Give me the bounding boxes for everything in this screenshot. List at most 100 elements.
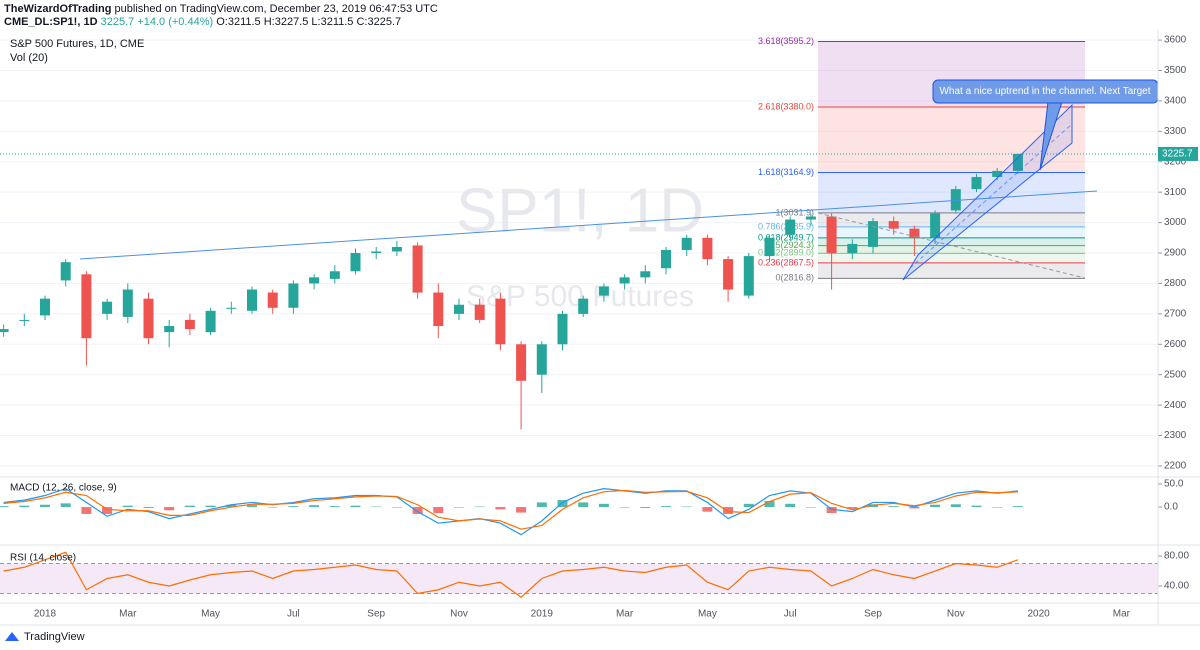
histogram-bar: [0, 506, 9, 508]
histogram-bar: [412, 507, 423, 514]
y-tick-label: 40.00: [1164, 581, 1189, 592]
header-line: TheWizardOfTrading published on TradingV…: [4, 3, 438, 15]
histogram-bar: [205, 505, 216, 508]
symbol: CME_DL:SP1!, 1D: [4, 16, 98, 28]
candle-body: [40, 298, 50, 316]
fib-label: 0.236(2867.5): [758, 257, 814, 267]
candle-body: [971, 176, 982, 190]
quote-line: CME_DL:SP1!, 1D 3225.7 +14.0 (+0.44%) O:…: [4, 16, 401, 28]
fib-label: 0.5(2924.3): [768, 240, 814, 250]
candle-body: [598, 286, 609, 296]
histogram-bar: [805, 507, 816, 508]
published: published on TradingView.com, December 2…: [115, 3, 438, 15]
candle-body: [122, 289, 133, 317]
candle-body: [60, 262, 71, 281]
histogram-bar: [81, 507, 92, 514]
marks: [0, 153, 1158, 598]
histogram-bar: [930, 504, 941, 508]
y-tick-label: 3000: [1164, 217, 1187, 228]
histogram-bar: [226, 504, 237, 508]
histogram-bar: [578, 502, 589, 508]
change: +14.0 (+0.44%): [137, 16, 213, 28]
y-tick-label: 80.00: [1164, 551, 1189, 562]
series-line: [3, 489, 1018, 530]
fib-label: 3.618(3595.2): [758, 36, 814, 46]
histogram-bar: [702, 507, 713, 512]
candle-body: [930, 213, 941, 238]
y-tick-label: 2400: [1164, 400, 1187, 411]
fib-band: [818, 262, 1085, 279]
histogram-bar: [454, 507, 464, 508]
series-line: [3, 487, 1018, 536]
histogram-bar: [557, 500, 568, 508]
fib-label: 1(3031.9): [775, 207, 814, 217]
candle-body: [164, 326, 175, 333]
trend-line: [79, 190, 1098, 260]
candle-body: [412, 245, 423, 293]
x-tick-label: Jul: [784, 609, 797, 620]
histogram-bar: [992, 507, 1003, 508]
candle-body: [433, 292, 444, 327]
histogram-bar: [909, 507, 920, 509]
fib-label: 2.618(3380.0): [758, 101, 814, 111]
candle-body: [723, 259, 734, 290]
channel-mid: [909, 123, 1073, 269]
x-tick-label: May: [201, 609, 220, 620]
fib-label: 0.382(2899.0): [758, 248, 814, 258]
y-tick-label: 3400: [1164, 96, 1187, 107]
histogram-bar: [681, 506, 692, 508]
histogram-bar: [350, 505, 361, 508]
candle-body: [516, 344, 527, 381]
candle-body: [143, 298, 154, 339]
fib-band: [818, 253, 1085, 263]
candle-body: [909, 228, 920, 238]
histogram-bar: [950, 504, 961, 508]
histogram-bar: [267, 507, 278, 508]
footer-text: TradingView: [24, 631, 85, 643]
candle-body: [371, 251, 382, 254]
histogram-bar: [661, 506, 671, 508]
histogram-bar: [826, 507, 837, 514]
candle-body: [992, 170, 1003, 177]
y-tick-label: 3500: [1164, 65, 1187, 76]
y-tick-label: 3200: [1164, 156, 1187, 167]
callout-text: What a nice uptrend in the channel. Next…: [939, 86, 1150, 97]
pane-title: MACD (12, 26, close, 9): [10, 483, 117, 494]
y-tick-label: 3100: [1164, 187, 1187, 198]
candle-body: [309, 277, 320, 284]
candle-body: [102, 301, 113, 314]
candle-body: [743, 256, 754, 296]
y-tick-label: 2500: [1164, 369, 1187, 380]
histogram-bar: [102, 507, 113, 514]
histogram-bar: [619, 507, 630, 508]
y-tick-label: 2200: [1164, 461, 1187, 472]
x-tick-label: Mar: [616, 609, 634, 620]
y-tick-label: 0.0: [1164, 502, 1178, 513]
histogram-bar: [743, 503, 754, 508]
candle-body: [702, 237, 713, 260]
histogram-bar: [288, 506, 299, 508]
candle-body: [681, 237, 692, 250]
fib-label: 0(2816.8): [775, 273, 814, 283]
candle-body: [391, 246, 402, 252]
y-tick-label: 50.0: [1164, 479, 1184, 490]
x-tick-label: May: [698, 609, 717, 620]
x-tick-label: Sep: [367, 609, 385, 620]
y-tick-label: 3600: [1164, 35, 1187, 46]
logo: TradingView: [5, 631, 85, 643]
candle-body: [950, 189, 961, 211]
candle-body: [1012, 153, 1023, 171]
channel: [902, 103, 1073, 281]
price: 3225.7: [101, 16, 135, 28]
rsi-band: [0, 563, 1158, 594]
candle-body: [578, 298, 589, 314]
ohlc: O:3211.5 H:3227.5 L:3211.5 C:3225.7: [216, 16, 401, 28]
pane-title: S&P 500 Futures, 1D, CME: [10, 38, 144, 50]
histogram-bar: [60, 503, 71, 508]
fib-label: 1.618(3164.9): [758, 167, 814, 177]
x-tick-label: Nov: [450, 609, 468, 620]
candle-body: [661, 249, 671, 269]
histogram-bar: [40, 504, 50, 508]
candle-body: [557, 313, 568, 345]
x-tick-label: Mar: [1113, 609, 1131, 620]
